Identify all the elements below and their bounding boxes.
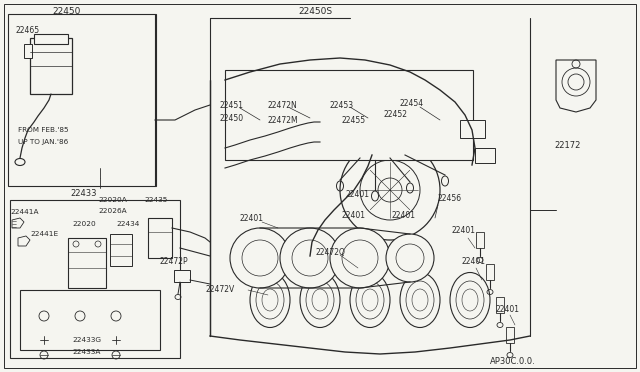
- Bar: [476, 232, 484, 248]
- Ellipse shape: [400, 273, 440, 327]
- Bar: [30, 38, 72, 94]
- Text: 22441A: 22441A: [10, 209, 38, 215]
- Text: 22020A: 22020A: [98, 197, 127, 203]
- Text: 22401: 22401: [392, 211, 416, 219]
- Text: FROM FEB.'85: FROM FEB.'85: [18, 127, 68, 133]
- Bar: [34, 34, 68, 44]
- Ellipse shape: [306, 106, 334, 146]
- Ellipse shape: [450, 273, 490, 327]
- Bar: [68, 238, 106, 288]
- Text: 22451: 22451: [220, 100, 244, 109]
- Text: 22450: 22450: [52, 6, 81, 16]
- Text: 22401: 22401: [240, 214, 264, 222]
- Bar: [174, 270, 190, 282]
- Bar: [110, 234, 132, 266]
- Text: 22472M: 22472M: [268, 115, 299, 125]
- Text: 22472Q: 22472Q: [315, 247, 345, 257]
- Bar: [460, 120, 485, 138]
- Text: 22450S: 22450S: [298, 6, 332, 16]
- Circle shape: [386, 234, 434, 282]
- Bar: [8, 14, 156, 186]
- Text: 22401: 22401: [452, 225, 476, 234]
- Ellipse shape: [350, 273, 390, 327]
- Polygon shape: [12, 218, 24, 228]
- Circle shape: [330, 228, 390, 288]
- Text: 22453: 22453: [330, 100, 354, 109]
- Text: 22472N: 22472N: [268, 100, 298, 109]
- Bar: [20, 290, 160, 350]
- Text: AP30C.0.0.: AP30C.0.0.: [490, 357, 536, 366]
- Text: 22401: 22401: [345, 189, 369, 199]
- Ellipse shape: [300, 273, 340, 327]
- Text: 22452: 22452: [384, 109, 408, 119]
- Bar: [24, 44, 32, 58]
- Text: 22472P: 22472P: [160, 257, 189, 266]
- Text: 22026A: 22026A: [98, 208, 127, 214]
- Text: 22433: 22433: [70, 189, 97, 198]
- Bar: [225, 70, 473, 160]
- Bar: [496, 297, 504, 313]
- Text: 22472V: 22472V: [205, 285, 234, 295]
- Bar: [486, 264, 494, 280]
- Circle shape: [340, 140, 440, 240]
- Polygon shape: [18, 236, 30, 246]
- Bar: [506, 327, 514, 343]
- Text: 22456: 22456: [438, 193, 462, 202]
- Ellipse shape: [250, 273, 290, 327]
- Circle shape: [280, 228, 340, 288]
- Text: 22433A: 22433A: [72, 349, 100, 355]
- Text: 22172: 22172: [554, 141, 580, 150]
- Polygon shape: [556, 60, 596, 112]
- Ellipse shape: [346, 108, 374, 148]
- Bar: [475, 148, 495, 163]
- Text: 22401: 22401: [462, 257, 486, 266]
- Bar: [148, 218, 172, 258]
- Text: 22435: 22435: [144, 197, 168, 203]
- Ellipse shape: [226, 110, 254, 150]
- Bar: [10, 200, 180, 358]
- Text: 22455: 22455: [342, 115, 366, 125]
- Text: UP TO JAN.'86: UP TO JAN.'86: [18, 139, 68, 145]
- Text: 22465: 22465: [16, 26, 40, 35]
- Text: 22454: 22454: [400, 99, 424, 108]
- Ellipse shape: [386, 112, 414, 152]
- Text: 22401: 22401: [342, 211, 366, 219]
- Ellipse shape: [266, 108, 294, 148]
- Circle shape: [360, 160, 420, 220]
- Text: 22450: 22450: [220, 113, 244, 122]
- Text: 22433G: 22433G: [72, 337, 101, 343]
- Circle shape: [230, 228, 290, 288]
- Text: 22020: 22020: [72, 221, 96, 227]
- Text: 22441E: 22441E: [30, 231, 58, 237]
- Text: 22434: 22434: [116, 221, 140, 227]
- Text: 22401: 22401: [495, 305, 519, 314]
